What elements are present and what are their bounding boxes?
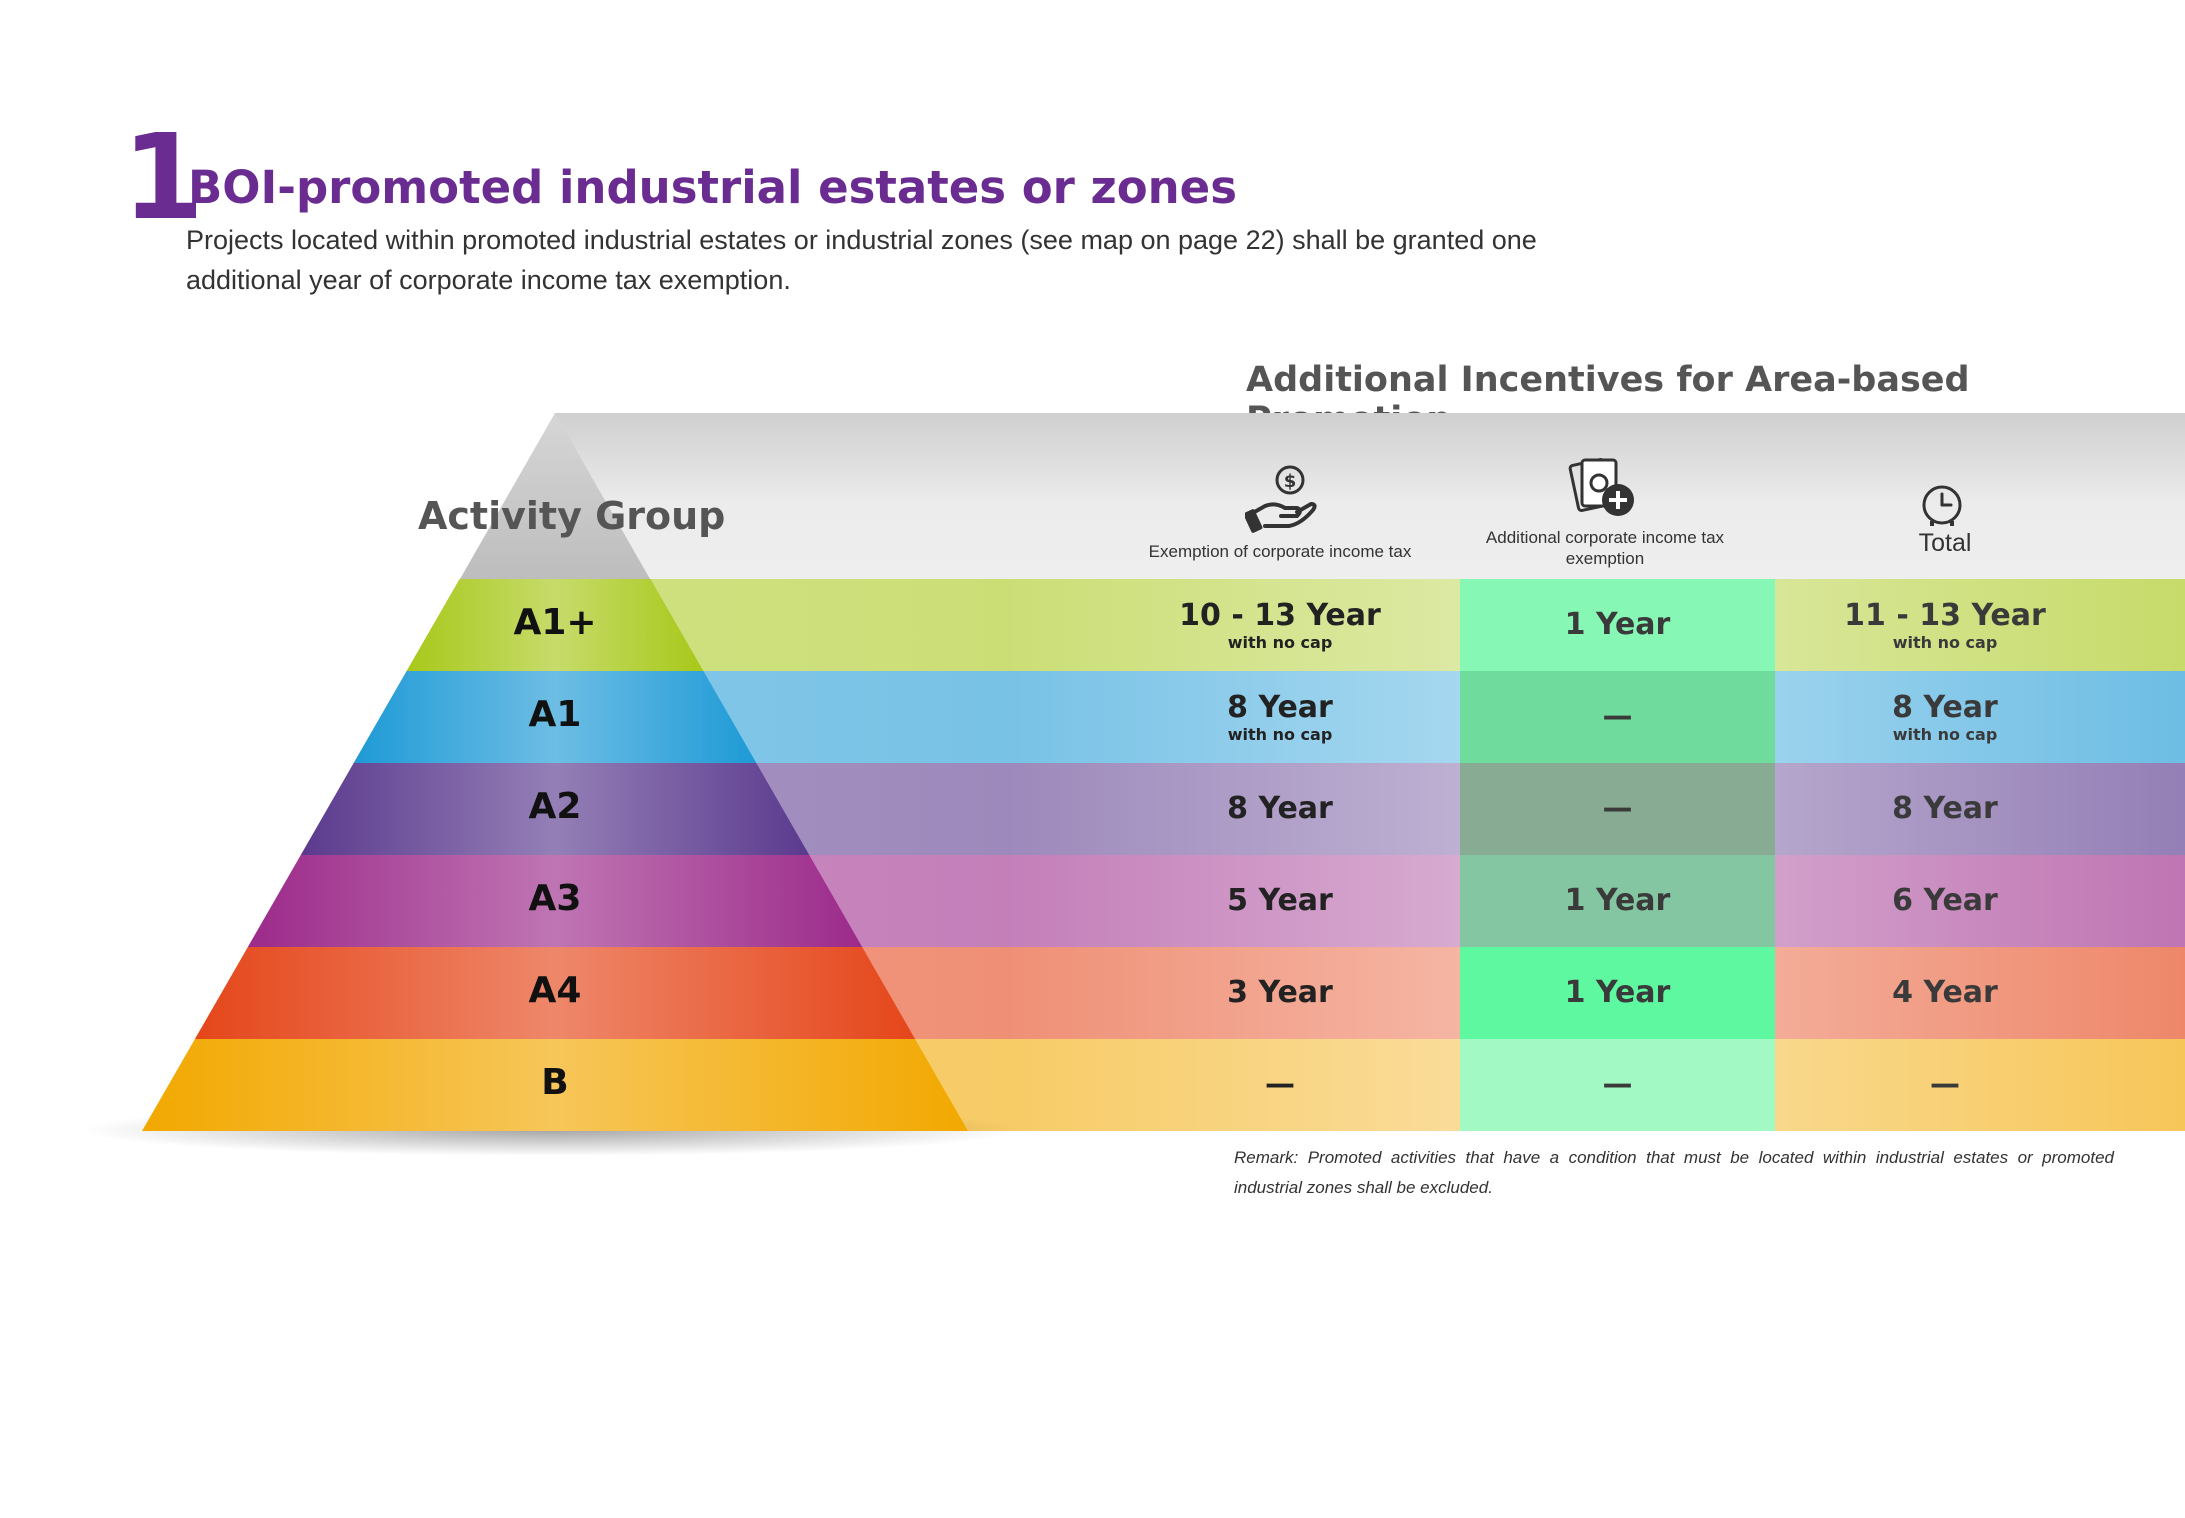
row-band-additional (1460, 579, 1775, 671)
cell-exemption-value: 5 Year (1227, 883, 1333, 918)
row-band-additional (1460, 671, 1775, 763)
cell-exemption: 10 - 13 Year with no cap (1130, 579, 1430, 671)
cell-total-value: 8 Year (1892, 791, 1998, 826)
cell-additional-value: — (1602, 1067, 1633, 1102)
pyramid-layer (194, 947, 916, 1039)
cell-exemption-note: with no cap (1227, 633, 1333, 652)
section-number: 1 (122, 108, 204, 246)
cell-total: 4 Year (1775, 947, 2115, 1039)
cell-additional: 1 Year (1460, 579, 1775, 671)
cell-additional: 1 Year (1460, 855, 1775, 947)
cell-additional: — (1460, 763, 1775, 855)
cell-total-value: 11 - 13 Year (1844, 598, 2046, 633)
cell-total: 8 Year with no cap (1775, 671, 2115, 763)
hand-coin-icon: $ (1245, 462, 1319, 538)
cell-total: — (1775, 1039, 2115, 1131)
pyramid-layer (142, 1039, 968, 1131)
row-band-total (1775, 671, 2185, 763)
row-band-total (1775, 763, 2185, 855)
cell-exemption-value: 8 Year (1227, 690, 1333, 725)
activity-group-label: Activity Group (418, 494, 726, 538)
pyramid-layer (247, 855, 863, 947)
remark-note: Remark: Promoted activities that have a … (1234, 1148, 2114, 1197)
svg-text:$: $ (1284, 471, 1297, 492)
cell-exemption: 3 Year (1130, 947, 1430, 1039)
cell-total-note: with no cap (1892, 725, 1998, 744)
pyramid-apex (460, 413, 650, 579)
cell-total-note: with no cap (1892, 633, 1998, 652)
section-title: BOI-promoted industrial estates or zones (188, 161, 1237, 214)
cell-total-value: 8 Year (1892, 690, 1998, 725)
cell-exemption-value: 10 - 13 Year (1179, 598, 1381, 633)
row-band-additional (1460, 947, 1775, 1039)
cell-exemption-note: with no cap (1227, 725, 1333, 744)
pyramid-layer (300, 763, 810, 855)
column-header-total: Total (1918, 529, 1972, 557)
row-band-total (1775, 579, 2185, 671)
cell-additional: 1 Year (1460, 947, 1775, 1039)
cell-additional-value: 1 Year (1564, 883, 1671, 918)
row-band-additional (1460, 855, 1775, 947)
activity-group-a2: A2 (528, 786, 582, 827)
activity-group-a3: A3 (528, 878, 582, 919)
section-description: Projects located within promoted industr… (186, 225, 1537, 295)
cell-additional-value: 1 Year (1564, 975, 1671, 1010)
cell-exemption: — (1130, 1039, 1430, 1131)
cell-additional-value: — (1602, 791, 1633, 826)
cell-exemption: 8 Year (1130, 763, 1430, 855)
cell-additional-value: — (1602, 699, 1633, 734)
row-band-total (1775, 1039, 2185, 1131)
activity-group-a4: A4 (528, 970, 582, 1011)
clock-icon (1920, 483, 1964, 527)
cell-exemption-value: — (1265, 1067, 1295, 1102)
pyramid-layer (406, 579, 704, 671)
cell-total: 6 Year (1775, 855, 2115, 947)
table-header-band (555, 413, 2185, 579)
cell-exemption: 8 Year with no cap (1130, 671, 1430, 763)
cell-total-value: 6 Year (1892, 883, 1998, 918)
cell-additional-value: 1 Year (1564, 607, 1671, 642)
pyramid-layer (353, 671, 757, 763)
row-band-additional (1460, 1039, 1775, 1131)
cell-additional: — (1460, 1039, 1775, 1131)
column-header-additional: Additional corporate income tax exemptio… (1485, 528, 1725, 568)
cell-exemption: 5 Year (1130, 855, 1430, 947)
table-row: 10 - 13 Year with no cap 1 Year 11 - 13 Yea… (0, 579, 2185, 671)
row-band-additional (1460, 763, 1775, 855)
row-band-total (1775, 855, 2185, 947)
cell-total-value: — (1930, 1067, 1960, 1102)
money-plus-icon (1568, 456, 1640, 522)
activity-group-a1: A1 (528, 694, 582, 735)
activity-group-a1-plus: A1+ (513, 602, 597, 643)
row-band-exemption (555, 579, 1460, 671)
cell-additional: — (1460, 671, 1775, 763)
cell-total: 8 Year (1775, 763, 2115, 855)
cell-total: 11 - 13 Year with no cap (1775, 579, 2115, 671)
row-band-total (1775, 947, 2185, 1039)
cell-exemption-value: 3 Year (1227, 975, 1333, 1010)
cell-total-value: 4 Year (1892, 975, 1998, 1010)
activity-group-b: B (541, 1062, 569, 1103)
cell-exemption-value: 8 Year (1227, 791, 1333, 826)
column-header-exemption: Exemption of corporate income tax (1148, 542, 1412, 561)
